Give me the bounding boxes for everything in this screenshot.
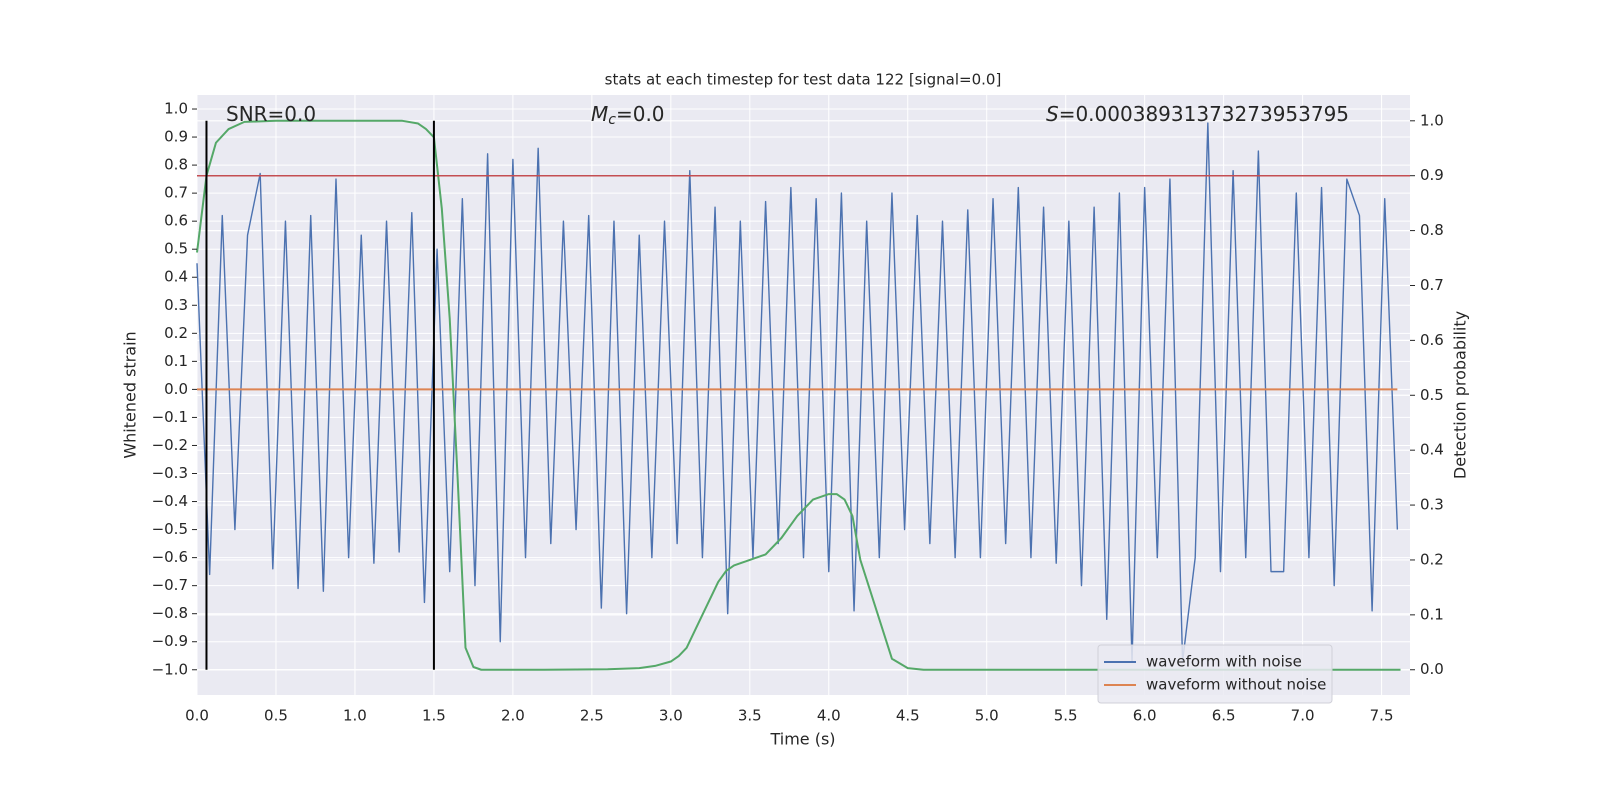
annotation: Mc=0.0 [591,102,665,129]
y-tick-label: 0.2 [164,324,188,342]
chart-title: stats at each timestep for test data 122… [605,71,1002,89]
y-tick-label: 0.3 [164,296,188,314]
x-tick-label: 6.5 [1212,707,1236,725]
y2-tick-label: 0.4 [1420,441,1444,459]
y-tick-label: −0.8 [152,604,188,622]
series-line [196,122,1399,663]
y2-tick-label: 0.6 [1420,331,1444,349]
x-tick-label: 0.5 [264,707,288,725]
legend-label: waveform with noise [1146,653,1302,671]
annotation: S=0.00038931373273953795 [1046,102,1349,126]
y-tick-label: 1.0 [164,100,188,118]
annotation-text: SNR=0.0 [226,102,316,126]
y-tick-label: −0.3 [152,464,188,482]
y-tick-label: −0.5 [152,520,188,538]
x-tick-label: 6.0 [1133,707,1157,725]
x-tick-label: 5.0 [975,707,999,725]
y2-tick-label: 0.0 [1420,660,1444,678]
x-tick-label: 7.5 [1370,707,1394,725]
y-tick-label: 0.9 [164,128,188,146]
x-tick-label: 7.0 [1291,707,1315,725]
legend-box [1097,644,1333,704]
y-tick-label: −1.0 [152,660,188,678]
y2-tick-label: 0.1 [1420,605,1444,623]
y-axis-label: Whitened strain [121,331,140,458]
y-tick-label: 0.4 [164,268,188,286]
y-tick-label: 0.1 [164,352,188,370]
y-tick-label: −0.4 [152,492,188,510]
legend-label: waveform without noise [1146,676,1326,694]
x-tick-label: 2.0 [501,707,525,725]
y-tick-label: −0.9 [152,632,188,650]
x-tick-label: 1.0 [343,707,367,725]
x-tick-label: 5.5 [1054,707,1078,725]
y-tick-label: −0.6 [152,548,188,566]
x-axis-label: Time (s) [769,730,835,749]
marks [196,119,1410,671]
x-tick-label: 4.0 [817,707,841,725]
y2-tick-label: 0.9 [1420,166,1444,184]
x-tick-label: 1.5 [422,707,446,725]
annotation-text: c [608,112,616,128]
annotation-text: =0.00038931373273953795 [1059,102,1349,126]
y-tick-label: 0.6 [164,212,188,230]
x-tick-label: 0.0 [185,707,209,725]
annotation-text: =0.0 [616,102,665,126]
y-tick-label: −0.7 [152,576,188,594]
y2-tick-label: 0.7 [1420,276,1444,294]
series-line [196,119,1401,671]
legend: waveform with noise waveform without nois… [1097,644,1333,704]
x-tick-label: 3.0 [659,707,683,725]
y-tick-label: 0.7 [164,184,188,202]
y-tick-label: −0.1 [152,408,188,426]
x-tick-label: 2.5 [580,707,604,725]
y2-tick-label: 0.8 [1420,221,1444,239]
y-tick-label: 0.8 [164,156,188,174]
y2-tick-label: 1.0 [1420,111,1444,129]
y-tick-label: 0.0 [164,380,188,398]
y2-axis-label: Detection probability [1451,311,1470,479]
x-tick-label: 3.5 [738,707,762,725]
y2-tick-label: 0.3 [1420,496,1444,514]
y-tick-label: 0.5 [164,240,188,258]
x-tick-label: 4.5 [896,707,920,725]
y-tick-label: −0.2 [152,436,188,454]
annotation-text: M [591,102,608,126]
annotation: SNR=0.0 [226,102,316,126]
annotation-text: S [1046,102,1059,126]
y2-tick-label: 0.2 [1420,550,1444,568]
y2-tick-label: 0.5 [1420,386,1444,404]
